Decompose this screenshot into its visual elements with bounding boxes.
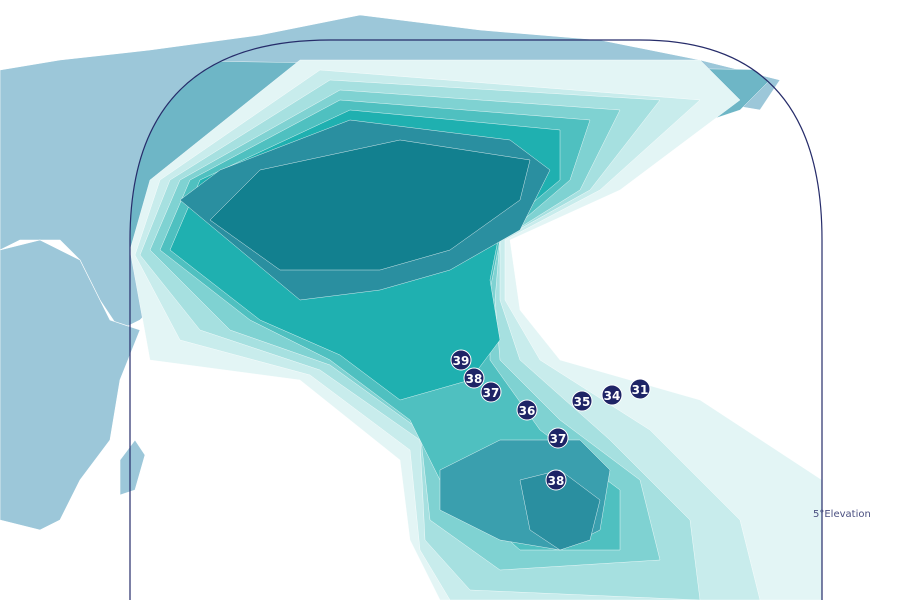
elevation-label: 5°Elevation [813,509,871,520]
eirp-marker-value: 38 [466,372,483,386]
eirp-marker-38: 38 [463,367,485,389]
eirp-marker-value: 39 [453,354,470,368]
eirp-marker-37: 37 [547,427,569,449]
eirp-marker-circle [463,367,485,389]
eirp-marker-value: 38 [548,474,565,488]
eirp-marker-39: 39 [450,349,472,371]
eirp-marker-circle [480,381,502,403]
coverage-contours [130,59,822,600]
band-asia-core [209,139,531,271]
eirp-marker-31: 31 [629,378,651,400]
eirp-marker-value: 35 [574,395,591,409]
eirp-marker-circle [547,427,569,449]
eirp-marker-circle [601,384,623,406]
eirp-marker-circle [571,390,593,412]
eirp-marker-circle [629,378,651,400]
eirp-marker-36: 36 [516,399,538,421]
eirp-marker-38: 38 [545,469,567,491]
eirp-marker-value: 36 [519,404,536,418]
eirp-marker-value: 31 [632,383,649,397]
band-aus-core [519,469,601,551]
eirp-marker-37: 37 [480,381,502,403]
elevation-5deg-boundary [129,39,823,600]
eirp-marker-circle [516,399,538,421]
eirp-marker-circle [450,349,472,371]
eirp-marker-value: 37 [550,432,567,446]
eirp-marker-circle [545,469,567,491]
eirp-marker-value: 37 [483,386,500,400]
eirp-marker-34: 34 [601,384,623,406]
eirp-marker-value: 34 [604,389,621,403]
eirp-marker-35: 35 [571,390,593,412]
